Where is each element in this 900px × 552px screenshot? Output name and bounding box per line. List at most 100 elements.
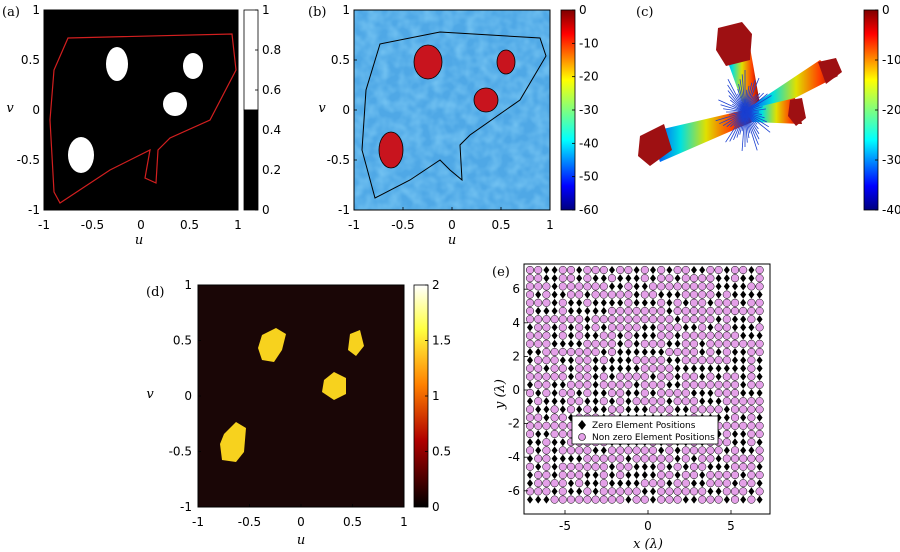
zero-element — [551, 380, 558, 389]
zero-element — [723, 446, 730, 455]
panel-d-image — [197, 284, 405, 508]
nonzero-element — [632, 356, 641, 365]
zero-element — [756, 462, 763, 471]
nonzero-element — [599, 331, 608, 340]
x-tick-label: 0 — [644, 519, 652, 533]
nonzero-element — [640, 388, 649, 398]
nonzero-element — [616, 372, 625, 381]
nonzero-element — [534, 323, 543, 332]
nonzero-element — [755, 380, 764, 389]
sidelobe-spike — [739, 79, 746, 113]
nonzero-element — [624, 487, 633, 496]
zero-element — [740, 356, 747, 365]
panel-d-spots — [220, 328, 364, 462]
colorbar-tick-label: 0.5 — [432, 445, 451, 459]
nonzero-element — [624, 298, 633, 307]
zero-element — [527, 380, 533, 389]
zero-element — [584, 397, 591, 406]
nonzero-element — [714, 380, 723, 389]
zero-element — [740, 323, 747, 332]
nonzero-element — [657, 462, 666, 471]
beam-lobe — [650, 110, 752, 162]
zero-element — [740, 348, 747, 356]
zero-element — [650, 389, 656, 397]
zero-element — [551, 397, 558, 406]
nonzero-element — [722, 380, 731, 389]
y-tick-label: -2 — [508, 417, 520, 431]
nonzero-element — [730, 405, 740, 414]
nonzero-element — [599, 454, 608, 463]
nonzero-element — [575, 315, 584, 324]
zero-element — [682, 462, 689, 471]
panel-c-label: (c) — [636, 5, 653, 20]
nonzero-element — [558, 495, 567, 504]
zero-element — [723, 266, 730, 274]
zero-element — [732, 315, 738, 324]
nonzero-element — [624, 315, 633, 324]
nonzero-element — [689, 339, 699, 348]
zero-element — [732, 348, 738, 356]
nonzero-element — [583, 372, 592, 381]
panel-d: (d) -1 -0.5 0 0.5 1 1 0.5 0 -0.5 -1 u v 2 1.5 1 0.5 0 — [146, 278, 451, 548]
colorbar-tick-label: -40 — [882, 203, 900, 217]
zero-element — [748, 389, 755, 397]
x-tick-label: 5 — [727, 519, 735, 533]
reconstructed-spot — [322, 372, 346, 400]
nonzero-element — [599, 356, 608, 365]
nonzero-element — [575, 446, 584, 455]
colorbar-tick-label: -60 — [579, 203, 599, 217]
zero-element — [650, 323, 656, 332]
nonzero-element — [755, 298, 764, 307]
zero-element — [707, 462, 714, 471]
sidelobe-spike — [727, 78, 746, 113]
nonzero-element — [607, 388, 617, 398]
nonzero-element — [558, 470, 567, 480]
nonzero-element — [648, 397, 658, 406]
zero-element — [527, 479, 533, 488]
nonzero-element — [607, 315, 617, 324]
nonzero-element — [648, 380, 658, 389]
nonzero-element — [681, 274, 690, 283]
nonzero-element — [698, 323, 707, 332]
zero-element — [691, 495, 697, 504]
nonzero-element — [616, 495, 625, 504]
zero-element — [633, 364, 640, 373]
zero-element — [600, 298, 607, 307]
nonzero-element — [607, 380, 617, 389]
nonzero-element — [755, 347, 764, 357]
nonzero-element — [558, 331, 567, 340]
nonzero-element — [591, 495, 600, 504]
nonzero-element — [706, 265, 715, 275]
zero-element — [641, 282, 648, 291]
nonzero-element — [657, 298, 666, 307]
nonzero-element — [730, 274, 740, 283]
nonzero-element — [739, 397, 748, 406]
nonzero-element — [730, 487, 740, 496]
zero-element — [715, 274, 722, 283]
zero-element — [535, 430, 542, 438]
zero-element — [559, 405, 566, 414]
zero-element — [732, 356, 738, 365]
zero-element — [699, 397, 706, 406]
nonzero-element — [583, 347, 592, 357]
nonzero-element — [640, 356, 649, 365]
zero-element — [584, 471, 591, 479]
nonzero-element — [706, 306, 715, 316]
nonzero-element — [747, 479, 756, 488]
x-tick-label: 0 — [448, 218, 456, 232]
nonzero-element — [722, 315, 731, 324]
zero-element — [715, 454, 722, 463]
nonzero-element — [698, 462, 707, 471]
zero-element — [592, 446, 599, 455]
nonzero-element — [747, 438, 756, 447]
nonzero-element — [755, 470, 764, 480]
legend-box — [571, 415, 719, 445]
nonzero-element — [681, 315, 690, 324]
zero-element — [740, 471, 747, 479]
nonzero-element — [689, 306, 699, 316]
nonzero-element — [599, 265, 608, 275]
zero-element — [559, 356, 566, 365]
zero-element — [658, 348, 665, 356]
zero-element — [715, 462, 722, 471]
zero-element — [592, 372, 599, 381]
